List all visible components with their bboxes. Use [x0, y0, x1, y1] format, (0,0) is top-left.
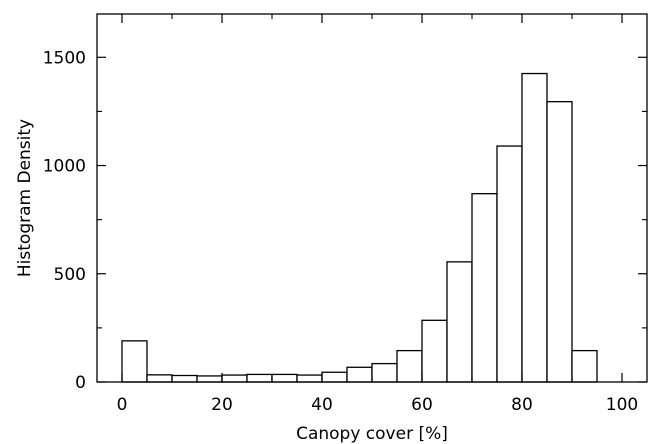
y-tick-label: 1500 — [43, 48, 86, 68]
x-tick-label: 0 — [117, 395, 128, 415]
x-tick-label: 60 — [411, 395, 433, 415]
y-tick-label: 1000 — [43, 157, 86, 177]
histogram-bar — [446, 261, 473, 383]
x-tick-label: 20 — [211, 395, 233, 415]
histogram-bar — [121, 340, 148, 383]
histogram-bar — [296, 374, 323, 383]
bars-group — [121, 72, 598, 383]
y-axis-label: Histogram Density — [15, 119, 35, 277]
histogram-bar — [546, 101, 573, 383]
histogram-bar — [171, 374, 198, 383]
plot-frame — [96, 13, 648, 383]
x-axis-label: Canopy cover [%] — [296, 424, 448, 444]
x-tick-label: 40 — [311, 395, 333, 415]
histogram-bar — [471, 193, 498, 383]
histogram-bar — [571, 349, 598, 383]
histogram-bar — [146, 374, 173, 383]
x-tick-label: 100 — [606, 395, 638, 415]
histogram-bar — [246, 373, 273, 383]
histogram-bar — [421, 319, 448, 383]
histogram-bar — [271, 373, 298, 383]
histogram-bar — [496, 145, 523, 383]
y-tick-label: 0 — [75, 373, 86, 393]
histogram-bar — [346, 366, 373, 383]
histogram-bar — [221, 374, 248, 383]
histogram-bar — [321, 371, 348, 383]
histogram-bar — [371, 362, 398, 383]
y-tick-label: 500 — [54, 265, 86, 285]
histogram-bar — [196, 375, 223, 383]
histogram-bar — [521, 72, 548, 383]
x-tick-label: 80 — [511, 395, 533, 415]
histogram-bar — [396, 349, 423, 383]
